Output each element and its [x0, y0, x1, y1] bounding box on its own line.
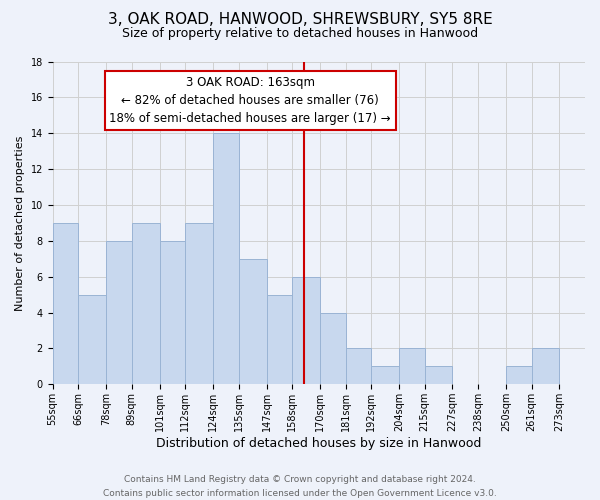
Bar — [239, 259, 266, 384]
X-axis label: Distribution of detached houses by size in Hanwood: Distribution of detached houses by size … — [156, 437, 482, 450]
Bar — [266, 294, 292, 384]
Bar — [425, 366, 452, 384]
Bar — [185, 223, 213, 384]
Text: Contains HM Land Registry data © Crown copyright and database right 2024.
Contai: Contains HM Land Registry data © Crown c… — [103, 476, 497, 498]
Bar — [160, 241, 185, 384]
Text: 3, OAK ROAD, HANWOOD, SHREWSBURY, SY5 8RE: 3, OAK ROAD, HANWOOD, SHREWSBURY, SY5 8R… — [107, 12, 493, 28]
Bar — [213, 133, 239, 384]
Bar — [346, 348, 371, 384]
Text: 3 OAK ROAD: 163sqm
← 82% of detached houses are smaller (76)
18% of semi-detache: 3 OAK ROAD: 163sqm ← 82% of detached hou… — [109, 76, 391, 125]
Bar — [292, 276, 320, 384]
Bar — [399, 348, 425, 384]
Bar — [131, 223, 160, 384]
Text: Size of property relative to detached houses in Hanwood: Size of property relative to detached ho… — [122, 28, 478, 40]
Bar — [78, 294, 106, 384]
Bar — [506, 366, 532, 384]
Bar — [532, 348, 559, 384]
Bar — [106, 241, 131, 384]
Bar — [320, 312, 346, 384]
Bar — [53, 223, 78, 384]
Y-axis label: Number of detached properties: Number of detached properties — [15, 135, 25, 310]
Bar — [371, 366, 399, 384]
